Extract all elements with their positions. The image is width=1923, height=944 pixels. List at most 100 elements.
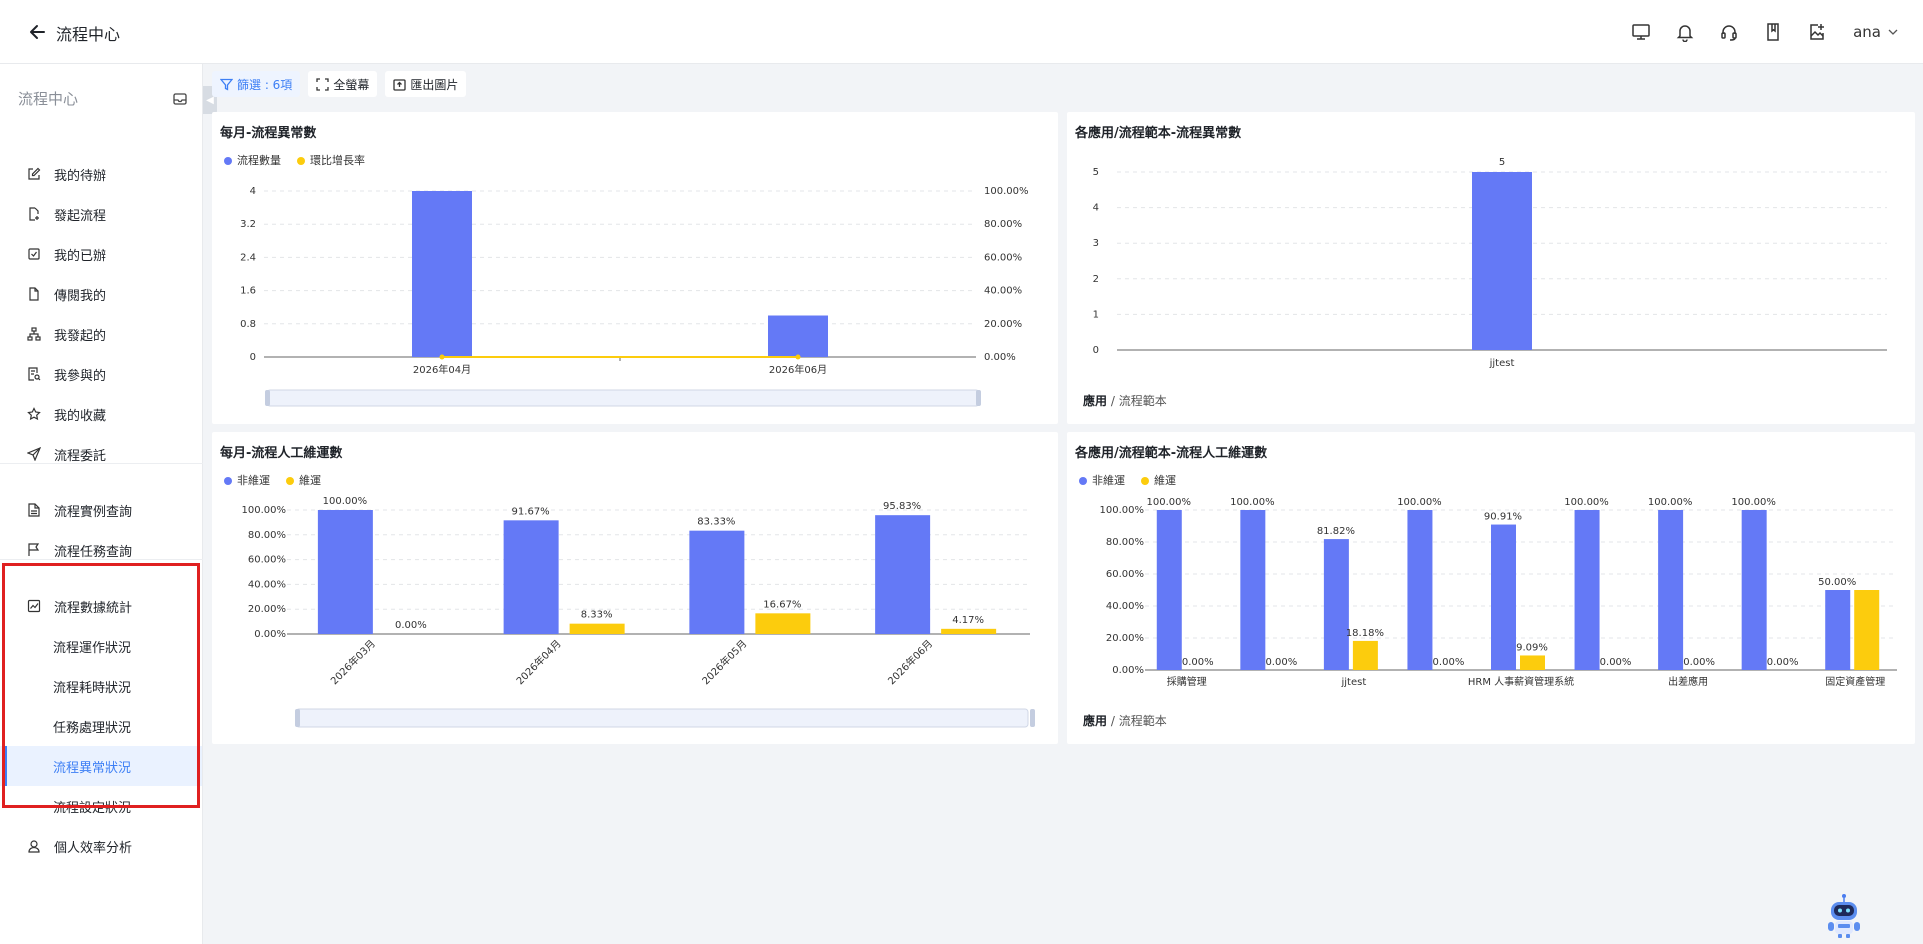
- y-tick-label: 5: [1093, 167, 1099, 178]
- x-tick-label: 採購管理: [1167, 675, 1207, 688]
- y-tick-label: 100.00%: [242, 505, 287, 516]
- sidebar-item-task-query[interactable]: 流程任務查詢: [0, 530, 202, 570]
- star-icon: [26, 406, 42, 422]
- value-label: 81.82%: [1317, 526, 1355, 537]
- x-tick-label: jjtest: [1341, 677, 1367, 688]
- crumb-app[interactable]: 應用: [1083, 714, 1108, 728]
- sidebar-item-favorites[interactable]: 我的收藏: [0, 394, 202, 434]
- x-tick-label: 2026年04月: [513, 637, 563, 687]
- app-title: 流程中心: [56, 25, 121, 44]
- export-image-button[interactable]: 匯出圖片: [385, 71, 467, 97]
- x-tick-label: 出差應用: [1668, 675, 1708, 688]
- filter-label: 篩選 : 6項: [237, 77, 293, 92]
- sidebar-item-task-handling[interactable]: 任務處理狀況: [0, 706, 202, 746]
- bar: [689, 530, 745, 634]
- sidebar-item-participated[interactable]: 我參與的: [0, 354, 202, 394]
- x-tick-label: 2026年06月: [769, 363, 827, 376]
- file-text-icon: [26, 502, 42, 518]
- y2-tick-label: 100.00%: [984, 186, 1029, 197]
- growth-point: [439, 354, 445, 360]
- y-tick-label: 40.00%: [1106, 601, 1144, 612]
- assistant-robot-icon[interactable]: [1820, 892, 1868, 940]
- zoom-handle-right: [976, 390, 981, 406]
- monitor-icon[interactable]: [1619, 18, 1663, 46]
- file-icon: [26, 286, 42, 302]
- legend-item-non-maintenance[interactable]: 非維運: [1079, 472, 1125, 488]
- sidebar-item-label: 我的已辦: [54, 248, 107, 264]
- sidebar-item-exception-status[interactable]: 流程異常狀況: [0, 746, 202, 786]
- value-label: 83.33%: [697, 517, 735, 528]
- value-label: 0.00%: [1182, 657, 1214, 668]
- y-tick-label: 0.00%: [254, 629, 286, 640]
- sidebar-item-duration-status[interactable]: 流程耗時狀況: [0, 666, 202, 706]
- y2-tick-label: 40.00%: [984, 286, 1022, 297]
- value-label: 100.00%: [1648, 497, 1693, 508]
- inbox-icon[interactable]: [172, 91, 188, 107]
- export-icon: [393, 78, 406, 91]
- bar: [941, 628, 997, 634]
- sidebar-item-my-done[interactable]: 我的已辦: [0, 234, 202, 274]
- x-tick-label: 2026年03月: [328, 637, 378, 687]
- value-label: 0.00%: [1433, 657, 1465, 668]
- x-tick-label: HRM 人事薪資管理系統: [1468, 675, 1574, 688]
- value-label: 0.00%: [1683, 657, 1715, 668]
- sidebar-divider: [0, 559, 203, 560]
- bookmark-icon[interactable]: [1751, 18, 1795, 46]
- y-tick-label: 2.4: [240, 252, 256, 263]
- sidebar-item-instance-query[interactable]: 流程實例查詢: [0, 490, 202, 530]
- bar: [412, 191, 472, 357]
- bar: [1352, 640, 1378, 670]
- user-menu[interactable]: ana: [1853, 23, 1899, 41]
- image-add-icon[interactable]: [1795, 18, 1839, 46]
- sidebar-item-label: 流程委託: [54, 448, 107, 464]
- y-tick-label: 0: [1093, 345, 1099, 356]
- bell-icon[interactable]: [1663, 18, 1707, 46]
- bar: [1658, 510, 1684, 670]
- legend-item-non-maintenance[interactable]: 非維運: [224, 472, 270, 488]
- chevron-down-icon: [1888, 29, 1898, 35]
- sidebar-item-start-process[interactable]: 發起流程: [0, 194, 202, 234]
- y2-tick-label: 20.00%: [984, 319, 1022, 330]
- sidebar-item-label: 傳閱我的: [54, 288, 107, 304]
- file-search-icon: [26, 366, 42, 382]
- legend-item-maintenance[interactable]: 維運: [286, 472, 321, 488]
- y2-tick-label: 80.00%: [984, 219, 1022, 230]
- legend-item-growth[interactable]: 環比增長率: [297, 152, 365, 168]
- sidebar-item-operation-status[interactable]: 流程運作狀況: [0, 626, 202, 666]
- y2-tick-label: 0.00%: [984, 352, 1016, 363]
- value-label: 0.00%: [1265, 657, 1297, 668]
- zoom-slider: [295, 708, 1029, 728]
- bar: [1854, 590, 1880, 670]
- value-label: 100.00%: [1564, 497, 1609, 508]
- y-tick-label: 4: [250, 186, 256, 197]
- x-tick-label: 2026年06月: [885, 637, 935, 687]
- bar: [569, 623, 625, 634]
- crumb-app[interactable]: 應用: [1083, 394, 1108, 408]
- sitemap-icon: [26, 326, 42, 342]
- zoom-handle-left: [295, 709, 300, 727]
- filter-button[interactable]: 篩選 : 6項: [212, 71, 301, 97]
- y-tick-label: 80.00%: [1106, 537, 1144, 548]
- sidebar-item-label: 任務處理狀況: [53, 720, 132, 736]
- sidebar-item-my-todo[interactable]: 我的待辦: [0, 154, 202, 194]
- sidebar-item-circulated[interactable]: 傳閱我的: [0, 274, 202, 314]
- sidebar-item-statistics[interactable]: 流程數據統計: [0, 586, 202, 626]
- sidebar-item-label: 流程實例查詢: [54, 504, 133, 520]
- sidebar-item-label: 流程運作狀況: [53, 640, 132, 656]
- value-label: 100.00%: [1147, 497, 1192, 508]
- value-label: 8.33%: [581, 610, 613, 621]
- fullscreen-button[interactable]: 全螢幕: [308, 71, 378, 97]
- sidebar-item-efficiency[interactable]: 個人效率分析: [0, 826, 202, 866]
- sidebar-item-initiated[interactable]: 我發起的: [0, 314, 202, 354]
- legend-item-maintenance[interactable]: 維運: [1141, 472, 1176, 488]
- value-label: 0.00%: [395, 620, 427, 631]
- y-tick-label: 60.00%: [1106, 569, 1144, 580]
- back-arrow-icon[interactable]: [24, 18, 52, 46]
- export-label: 匯出圖片: [410, 77, 459, 92]
- sidebar-item-delegation[interactable]: 流程委託: [0, 434, 202, 474]
- value-label: 9.09%: [1516, 642, 1548, 653]
- sidebar-item-settings-status[interactable]: 流程設定狀況: [0, 786, 202, 826]
- legend-item-count[interactable]: 流程數量: [224, 152, 281, 168]
- headset-icon[interactable]: [1707, 18, 1751, 46]
- card-monthly-maintenance: 每月-流程人工維運數 非維運 維運 0.00% 20.00% 40.00% 60.00…: [212, 432, 1058, 744]
